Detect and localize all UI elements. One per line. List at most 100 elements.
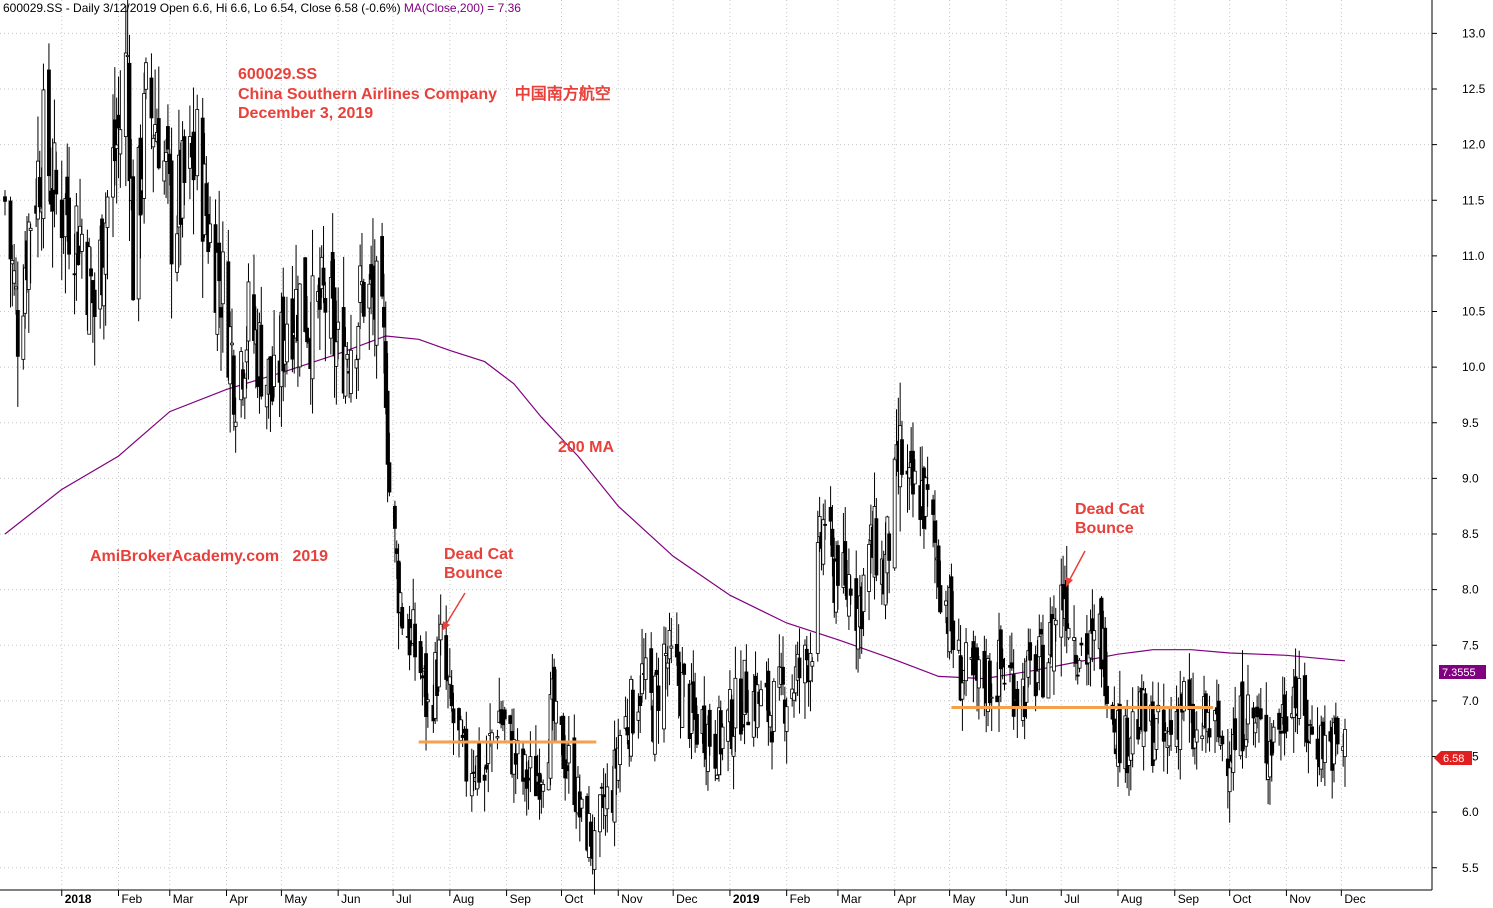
candle-body	[259, 324, 264, 397]
y-tick-label: 5.5	[1462, 861, 1479, 875]
candle-body	[1092, 630, 1097, 641]
x-tick-label: Mar	[173, 892, 194, 906]
candle-body	[976, 659, 981, 689]
candle-body	[1308, 724, 1313, 726]
candle-body	[1207, 728, 1212, 738]
candle-body	[828, 506, 833, 522]
candle-body	[138, 137, 143, 216]
candle-body	[79, 233, 84, 252]
x-tick-label: Sep	[1178, 892, 1200, 906]
candle-body	[1251, 707, 1256, 719]
candle-body	[900, 439, 904, 475]
candle-body	[156, 118, 161, 169]
candle-body	[1037, 636, 1042, 658]
candle-body	[830, 528, 835, 557]
candle-body	[1084, 633, 1089, 665]
candle-body	[1277, 712, 1281, 730]
candle-body	[50, 188, 55, 212]
candle-body	[233, 421, 238, 427]
candle-body	[1077, 659, 1082, 669]
candle-body	[1227, 767, 1232, 793]
candle-body	[112, 119, 117, 162]
candle-body	[1088, 630, 1093, 659]
candle-body	[1220, 735, 1225, 745]
candle-body	[923, 477, 928, 517]
x-tick-label: Oct	[565, 892, 584, 906]
candle-body	[400, 607, 405, 629]
dead-cat-label-2-line1: Dead Cat	[1075, 501, 1145, 518]
candle-body	[951, 620, 956, 651]
y-tick-label: 9.5	[1462, 416, 1479, 430]
x-tick-label: Jul	[1064, 892, 1079, 906]
candle-body	[164, 151, 168, 162]
candle-body	[861, 574, 866, 613]
candle-body	[823, 523, 828, 526]
candle-body	[464, 728, 469, 782]
candle-body	[649, 648, 654, 693]
candle-body	[1240, 681, 1245, 752]
candle-body	[892, 458, 897, 569]
y-tick-label: 7.0	[1462, 694, 1479, 708]
dead-cat-arrow-1	[442, 592, 466, 631]
candle-body	[956, 639, 961, 651]
candle-body	[1035, 670, 1040, 684]
candle-body	[1130, 711, 1135, 755]
candle-body	[72, 273, 77, 276]
x-tick-label: Nov	[1289, 892, 1310, 906]
ma-value-badge: 7.3555	[1439, 665, 1486, 679]
candle-body	[1112, 718, 1117, 733]
candle-body	[1011, 674, 1016, 717]
candle-body	[219, 307, 223, 318]
candle-body	[385, 390, 390, 465]
x-tick-label: Jun	[1009, 892, 1028, 906]
candle-body	[303, 257, 308, 332]
candle-body	[733, 677, 738, 729]
candle-body	[1103, 627, 1108, 697]
candle-body	[1253, 722, 1258, 734]
candle-body	[149, 77, 154, 119]
x-tick-label: 2018	[65, 892, 92, 906]
candle-body	[21, 315, 26, 360]
candle-body	[960, 682, 965, 700]
candle-body	[336, 321, 341, 330]
candle-body	[477, 741, 482, 783]
candle-body	[1046, 662, 1051, 699]
candle-body	[1258, 708, 1263, 720]
candle-body	[482, 774, 487, 781]
candle-body	[281, 296, 286, 372]
candle-body	[1306, 741, 1311, 744]
ma-label: 200 MA	[558, 439, 614, 456]
candle-body	[92, 289, 97, 318]
candle-body	[116, 114, 121, 129]
x-tick-label: Oct	[1233, 892, 1252, 906]
candle-body	[680, 671, 685, 728]
candle-body	[285, 323, 289, 363]
candle-body	[759, 689, 763, 707]
candle-body	[297, 283, 302, 368]
title-company: China Southern Airlines Company 中国南方航空	[238, 84, 611, 103]
candle-body	[290, 298, 295, 360]
candle-body	[938, 585, 943, 613]
candle-body	[1053, 619, 1058, 626]
candle-body	[623, 716, 628, 729]
candle-body	[10, 260, 15, 265]
dead-cat-label-2-line2: Bounce	[1075, 520, 1134, 537]
candle-body	[67, 197, 71, 255]
candle-body	[1169, 720, 1173, 735]
candle-body	[382, 306, 386, 328]
candle-body	[1264, 714, 1269, 764]
candle-body	[1304, 699, 1309, 743]
candle-body	[740, 724, 745, 728]
candle-body	[162, 160, 167, 182]
candle-body	[1343, 729, 1347, 758]
candle-body	[228, 326, 233, 385]
candle-body	[1079, 642, 1084, 646]
candle-body	[810, 661, 815, 667]
candle-body	[971, 641, 976, 676]
candle-body	[598, 794, 602, 833]
candle-body	[867, 544, 871, 592]
candle-body	[964, 642, 968, 682]
candle-body	[1039, 628, 1044, 635]
candle-body	[707, 709, 712, 747]
candle-body	[114, 144, 119, 149]
